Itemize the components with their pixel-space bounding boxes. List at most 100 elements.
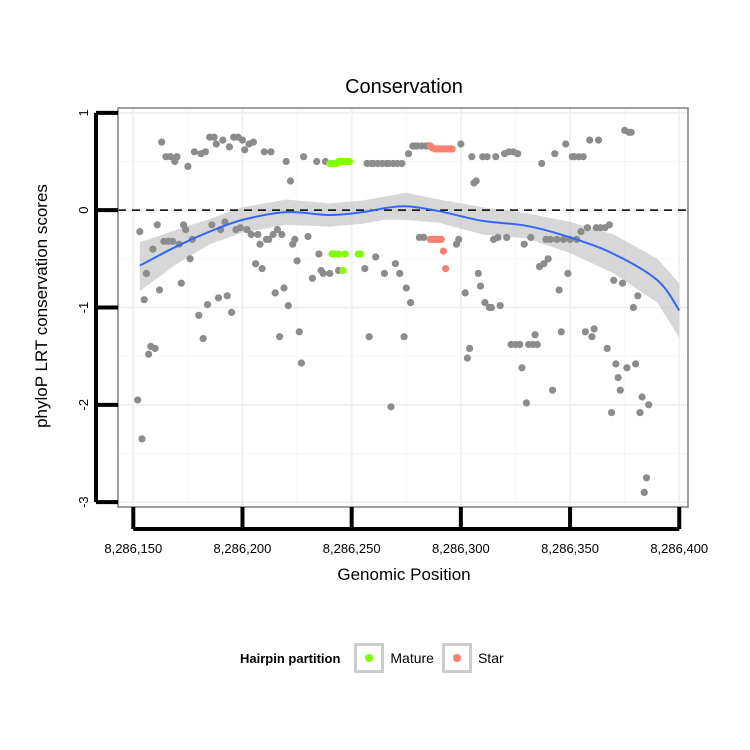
point-other: [618, 279, 627, 287]
point-other: [149, 245, 157, 253]
point-other: [640, 488, 648, 496]
point-other: [538, 159, 546, 168]
point-other: [313, 157, 321, 166]
point-other: [203, 301, 212, 309]
point-other: [503, 233, 511, 241]
point-other: [219, 136, 227, 144]
point-other: [387, 403, 395, 411]
point-other: [494, 233, 502, 241]
point-star: [448, 145, 456, 153]
point-other: [208, 221, 216, 229]
point-other: [142, 269, 150, 277]
point-other: [304, 232, 312, 241]
point-other: [594, 136, 603, 144]
y-tick-label: 1: [76, 109, 91, 116]
point-other: [557, 328, 565, 336]
legend-label-star: Star: [477, 650, 504, 666]
x-axis-title: Genomic Position: [337, 565, 470, 584]
legend-title: Hairpin partition: [240, 650, 341, 666]
point-other: [463, 354, 471, 362]
point-other: [546, 235, 555, 243]
point-other: [603, 344, 611, 352]
point-mature: [339, 266, 347, 275]
point-other: [520, 240, 528, 248]
y-tick-label: -1: [76, 302, 91, 314]
point-other: [372, 253, 380, 261]
point-other: [642, 474, 651, 482]
point-other: [407, 299, 415, 307]
point-other: [190, 148, 198, 156]
point-other: [645, 401, 653, 409]
point-other: [466, 344, 474, 352]
point-other: [583, 224, 592, 232]
point-other: [474, 269, 482, 277]
point-other: [404, 150, 413, 158]
x-tick-label: 8,286,300: [432, 541, 490, 556]
point-other: [284, 302, 292, 310]
point-other: [280, 284, 288, 292]
point-other: [518, 364, 526, 372]
point-other: [225, 143, 233, 151]
point-other: [380, 269, 388, 277]
point-other: [527, 233, 535, 241]
point-other: [265, 235, 273, 243]
grid-lines: [118, 108, 688, 507]
point-other: [540, 260, 548, 268]
point-other: [300, 153, 308, 161]
legend-key-mature: [354, 643, 385, 673]
point-other: [315, 250, 323, 258]
point-other: [627, 128, 635, 136]
legend: Hairpin partition Mature Star: [240, 640, 512, 676]
point-other: [487, 303, 495, 312]
point-other: [402, 284, 410, 292]
point-other: [553, 235, 561, 243]
point-other: [616, 386, 624, 394]
point-other: [182, 226, 190, 234]
point-other: [361, 265, 369, 273]
point-other: [365, 333, 373, 341]
point-star: [439, 247, 447, 255]
point-other: [581, 328, 590, 336]
point-other: [151, 344, 159, 352]
y-tick-label: -2: [76, 399, 91, 411]
point-mature: [356, 250, 364, 258]
point-other: [461, 289, 469, 297]
point-other: [228, 308, 236, 316]
point-other: [254, 230, 262, 239]
point-mature: [335, 250, 343, 258]
point-other: [636, 409, 644, 417]
point-other: [588, 333, 596, 341]
point-other: [221, 218, 229, 226]
chart-title: Conservation: [345, 76, 463, 98]
point-other: [214, 294, 223, 302]
point-other: [492, 153, 500, 161]
point-other: [590, 325, 598, 333]
point-other: [201, 148, 209, 156]
point-other: [555, 286, 563, 294]
point-other: [177, 279, 185, 287]
x-tick-label: 8,286,150: [104, 541, 162, 556]
point-other: [247, 230, 255, 239]
point-other: [293, 257, 301, 265]
point-other: [562, 140, 570, 148]
point-other: [199, 335, 207, 343]
point-other: [295, 328, 303, 336]
x-tick-label: 8,286,350: [541, 541, 599, 556]
point-other: [238, 136, 247, 144]
point-other: [140, 296, 148, 304]
point-other: [145, 350, 153, 358]
point-other: [210, 133, 218, 141]
point-other: [286, 177, 295, 185]
point-other: [241, 146, 249, 154]
point-other: [291, 235, 299, 243]
point-other: [586, 136, 594, 144]
point-other: [136, 228, 144, 236]
point-other: [516, 340, 524, 349]
point-other: [481, 299, 489, 307]
point-other: [186, 255, 194, 263]
x-tick-label: 8,286,400: [650, 541, 708, 556]
point-other: [483, 153, 491, 161]
point-other: [223, 292, 231, 300]
point-other: [634, 292, 642, 300]
point-other: [551, 150, 559, 158]
